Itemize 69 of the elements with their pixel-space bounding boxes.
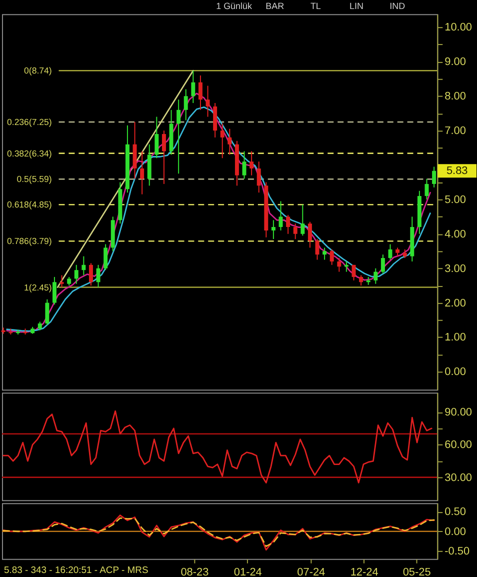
- y-tick-label: 3.00: [444, 262, 466, 275]
- ref-line-label: 1(2.45): [24, 282, 52, 292]
- y-tick-label: 5.00: [444, 194, 466, 206]
- candlestick: [198, 74, 202, 110]
- candlestick: [82, 256, 86, 276]
- candlestick: [271, 220, 276, 240]
- text: LIN: [350, 1, 364, 12]
- candlestick: [308, 221, 312, 248]
- candlestick: [74, 264, 78, 284]
- y-tick-label: 10.00: [444, 22, 472, 34]
- candlestick: [45, 298, 50, 326]
- y-tick-label: 7.00: [444, 125, 466, 138]
- text: IND: [390, 1, 406, 12]
- candlestick: [380, 254, 385, 274]
- x-tick-label: 05-25: [402, 566, 431, 577]
- candlestick: [220, 123, 224, 159]
- candlestick: [337, 258, 342, 272]
- annotation: 5.83: [446, 164, 468, 177]
- y-tick-label: 60.00: [444, 439, 472, 452]
- candlestick: [330, 248, 334, 266]
- y-tick-label: 0.00: [444, 526, 466, 538]
- candlestick: [52, 276, 56, 306]
- candlestick: [228, 128, 232, 156]
- candlestick: [286, 214, 290, 234]
- y-tick-label: 90.00: [444, 406, 472, 419]
- x-tick-label: 07-24: [297, 566, 326, 577]
- candlestick: [176, 99, 181, 174]
- text: TL: [310, 1, 321, 12]
- ref-line-label: 0.382(6.34): [7, 148, 52, 158]
- y-tick-label: 8.00: [444, 90, 466, 103]
- x-tick-label: 01-24: [234, 566, 262, 577]
- candlestick: [154, 116, 159, 159]
- candlestick: [60, 274, 64, 288]
- candlestick: [191, 70, 196, 104]
- x-tick-label: 12-24: [350, 566, 378, 577]
- candlestick: [359, 274, 364, 286]
- candlestick: [424, 178, 429, 200]
- ref-line-label: 0.786(3.79): [7, 236, 52, 246]
- y-tick-label: 2.00: [444, 297, 466, 310]
- candlestick: [256, 161, 261, 194]
- y-tick-label: 0.00: [444, 366, 466, 378]
- y-tick-label: -0.50: [444, 546, 470, 558]
- ref-line-label: 0.236(7.25): [7, 116, 52, 127]
- candlestick: [162, 130, 166, 184]
- candlestick: [432, 166, 436, 188]
- ref-line-label: 0(8.74): [24, 66, 52, 76]
- x-tick-label: 08-23: [180, 566, 209, 577]
- candlestick: [88, 262, 93, 286]
- line-series: [2, 410, 432, 484]
- y-tick-label: 1.00: [444, 332, 466, 344]
- text: 1 Günlük: [216, 1, 252, 12]
- text: 5.83 - 343 - 16:20:51 - ACP - MRS: [4, 564, 148, 576]
- ref-line-label: 0.5(5.59): [16, 174, 52, 184]
- text: BAR: [266, 1, 285, 12]
- y-tick-label: 30.00: [444, 472, 472, 484]
- y-tick-label: 4.00: [444, 228, 466, 240]
- candlestick: [250, 150, 254, 176]
- candlestick: [374, 268, 378, 284]
- y-tick-label: 0.50: [444, 506, 466, 518]
- candlestick: [184, 88, 188, 121]
- candlestick: [300, 204, 305, 236]
- candlestick: [140, 150, 144, 195]
- candlestick: [206, 85, 210, 118]
- y-tick-label: 9.00: [444, 56, 466, 68]
- candlestick: [96, 264, 100, 288]
- candlestick: [322, 247, 327, 260]
- ref-line-label: 0.618(4.85): [7, 200, 52, 210]
- candlestick: [293, 223, 298, 240]
- candlestick: [104, 244, 108, 271]
